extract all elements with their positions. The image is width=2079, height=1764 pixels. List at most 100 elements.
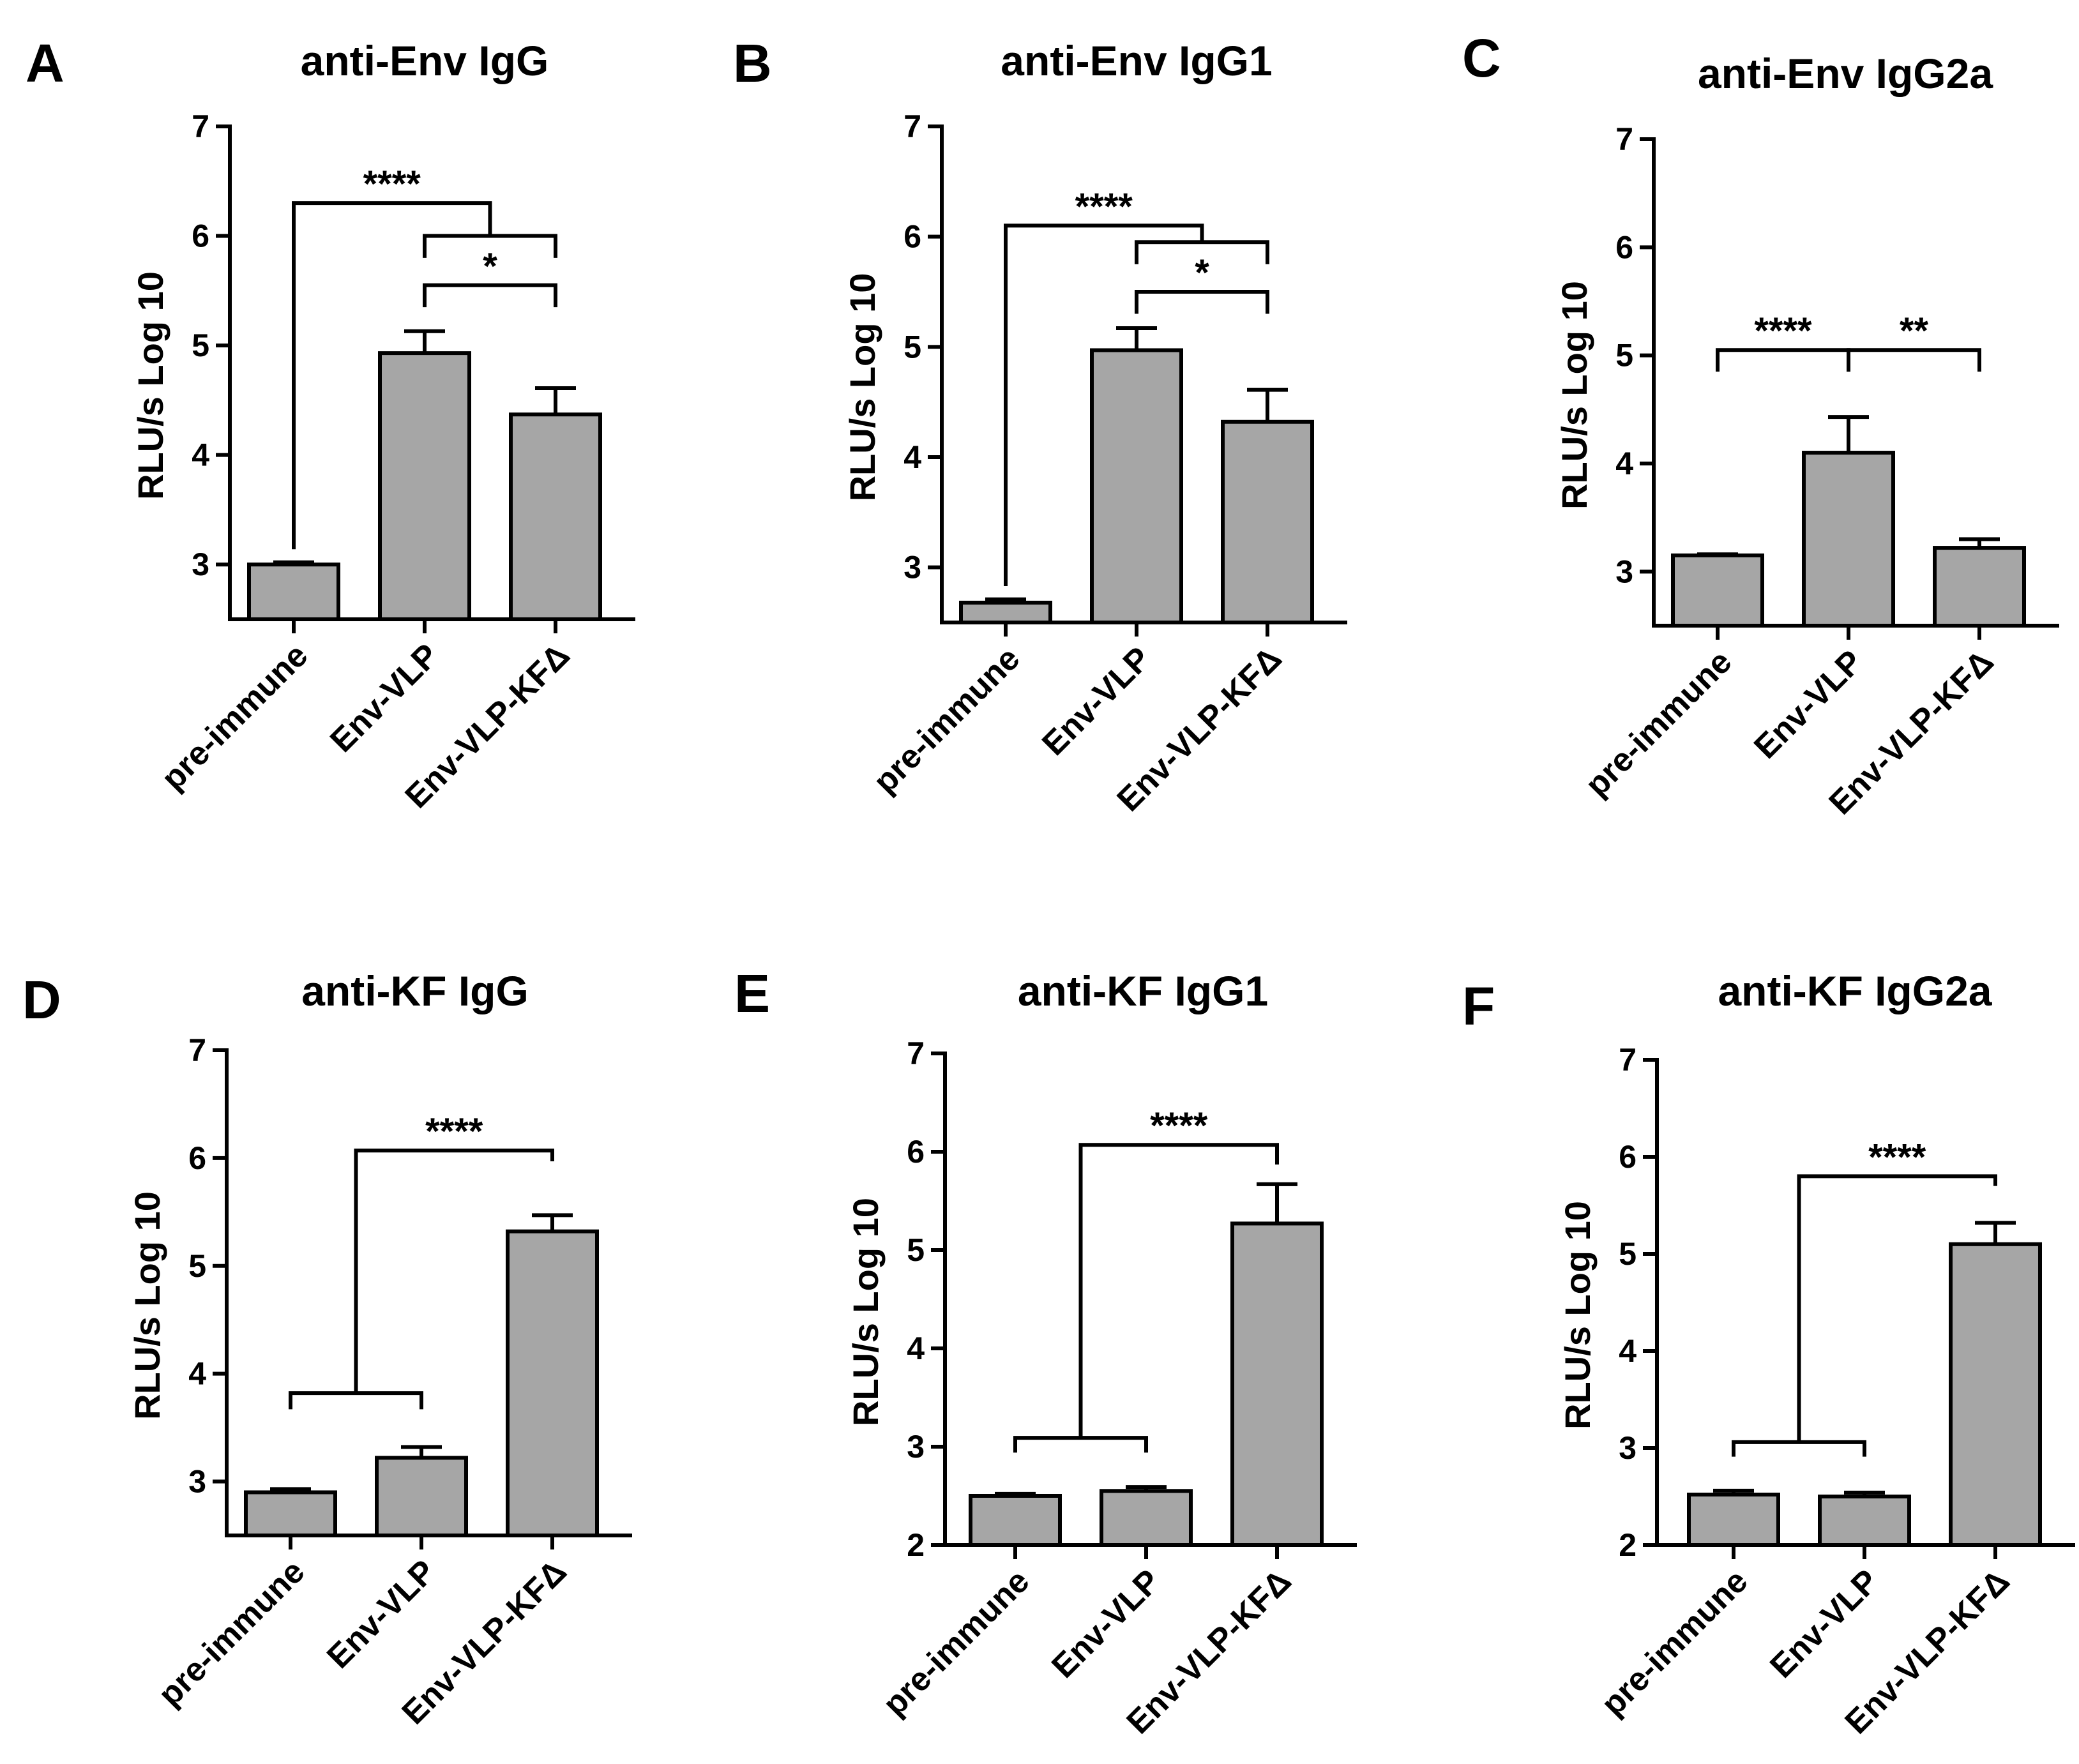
y-tick-label: 6 xyxy=(1619,1139,1637,1175)
y-tick-label: 3 xyxy=(188,1464,206,1500)
bar-3 xyxy=(1949,1242,2042,1548)
y-axis-label: RLU/s Log 10 xyxy=(130,271,170,500)
significance-bracket-2 xyxy=(1135,240,1269,264)
y-tick-label: 3 xyxy=(903,550,921,585)
bar-1 xyxy=(1671,553,1764,628)
y-tick-label: 3 xyxy=(192,547,209,582)
significance-label: **** xyxy=(425,1111,483,1152)
y-tick-label: 2 xyxy=(907,1527,925,1563)
panel-title: anti-KF IgG2a xyxy=(1718,967,1992,1014)
bar-2 xyxy=(375,1456,468,1537)
bar-1 xyxy=(1687,1492,1780,1547)
y-tick-label: 5 xyxy=(1615,338,1633,373)
bar-2 xyxy=(1818,1495,1911,1547)
significance-bracket-1 xyxy=(1004,223,1204,587)
significance-label: **** xyxy=(1868,1136,1926,1178)
significance-bracket-1 xyxy=(1078,1143,1279,1438)
panel-title: anti-Env IgG2a xyxy=(1698,50,1993,97)
y-tick-label: 7 xyxy=(188,1032,206,1068)
y-tick-label: 4 xyxy=(188,1356,206,1392)
significance-label: * xyxy=(483,246,497,287)
bar-1 xyxy=(959,600,1052,624)
bar-2 xyxy=(378,351,471,621)
y-tick-label: 5 xyxy=(1619,1236,1637,1272)
bar-2 xyxy=(1100,1489,1193,1548)
y-tick-label: 7 xyxy=(1619,1042,1637,1078)
y-tick-label: 3 xyxy=(1615,554,1633,589)
category-label: Env-VLP xyxy=(1045,1562,1167,1685)
y-tick-label: 4 xyxy=(907,1331,925,1366)
y-tick-label: 5 xyxy=(903,329,921,365)
significance-bracket-3 xyxy=(1135,290,1269,314)
significance-label: ** xyxy=(1900,310,1929,352)
bar-1 xyxy=(969,1494,1062,1547)
panel-letter: F xyxy=(1462,976,1495,1036)
y-tick-label: 7 xyxy=(903,109,921,144)
y-tick-label: 6 xyxy=(188,1140,206,1176)
bar-3 xyxy=(1933,546,2026,628)
category-label: pre-immune xyxy=(151,1553,312,1713)
panel-title: anti-Env IgG xyxy=(301,37,549,84)
panel-title: anti-Env IgG1 xyxy=(1001,37,1272,84)
y-tick-label: 6 xyxy=(903,219,921,255)
category-label: pre-immune xyxy=(1578,643,1739,803)
y-tick-label: 3 xyxy=(1619,1430,1637,1466)
bar-2 xyxy=(1802,451,1895,628)
bar-1 xyxy=(244,1490,337,1537)
significance-label: **** xyxy=(1150,1105,1208,1147)
category-label: Env-VLP xyxy=(323,637,446,759)
bar-1 xyxy=(247,562,340,622)
y-axis-label: RLU/s Log 10 xyxy=(845,1198,886,1426)
significance-sub-bracket xyxy=(289,1391,423,1410)
y-tick-label: 6 xyxy=(1615,229,1633,265)
significance-bracket-1 xyxy=(1797,1174,1997,1442)
category-label: Env-VLP xyxy=(320,1553,442,1675)
panel-letter: B xyxy=(733,33,772,93)
panel-letter: A xyxy=(26,33,64,93)
y-tick-label: 4 xyxy=(1619,1333,1637,1369)
significance-bracket-1 xyxy=(292,201,492,550)
significance-bracket-1 xyxy=(1716,348,1850,372)
category-label: Env-VLP xyxy=(1035,640,1158,762)
significance-sub-bracket xyxy=(1013,1436,1148,1453)
significance-bracket-2 xyxy=(1847,348,1981,372)
significance-label: * xyxy=(1195,252,1209,294)
bar-3 xyxy=(1230,1221,1324,1548)
significance-label: **** xyxy=(1754,310,1812,352)
y-tick-label: 4 xyxy=(192,437,209,473)
bar-3 xyxy=(509,412,602,621)
y-tick-label: 4 xyxy=(1615,446,1633,481)
bar-3 xyxy=(1221,419,1314,624)
y-tick-label: 4 xyxy=(903,439,921,475)
y-tick-label: 7 xyxy=(1615,121,1633,157)
category-label: pre-immune xyxy=(1594,1562,1755,1723)
category-label: Env-VLP xyxy=(1763,1562,1886,1685)
y-axis-label: RLU/s Log 10 xyxy=(842,273,882,502)
panel-letter: C xyxy=(1462,28,1501,88)
y-tick-label: 2 xyxy=(1619,1527,1637,1563)
significance-label: **** xyxy=(363,163,421,205)
y-tick-label: 6 xyxy=(907,1134,925,1170)
y-tick-label: 3 xyxy=(907,1429,925,1465)
significance-sub-bracket xyxy=(1732,1440,1866,1457)
panel-letter: E xyxy=(734,963,770,1023)
panel-title: anti-KF IgG1 xyxy=(1018,967,1268,1014)
y-tick-label: 5 xyxy=(192,328,209,363)
significance-bracket-3 xyxy=(423,283,557,308)
category-label: pre-immune xyxy=(155,637,315,797)
significance-label: **** xyxy=(1075,186,1133,227)
y-tick-label: 6 xyxy=(192,218,209,254)
significance-bracket-1 xyxy=(354,1149,554,1394)
y-axis-label: RLU/s Log 10 xyxy=(1554,281,1594,509)
panel-title: anti-KF IgG xyxy=(301,967,529,1014)
category-label: Env-VLP xyxy=(1747,643,1870,765)
panel-letter: D xyxy=(22,970,61,1030)
y-axis-label: RLU/s Log 10 xyxy=(127,1191,167,1420)
y-tick-label: 7 xyxy=(192,109,209,144)
category-label: pre-immune xyxy=(876,1562,1036,1723)
category-label: pre-immune xyxy=(866,640,1027,800)
